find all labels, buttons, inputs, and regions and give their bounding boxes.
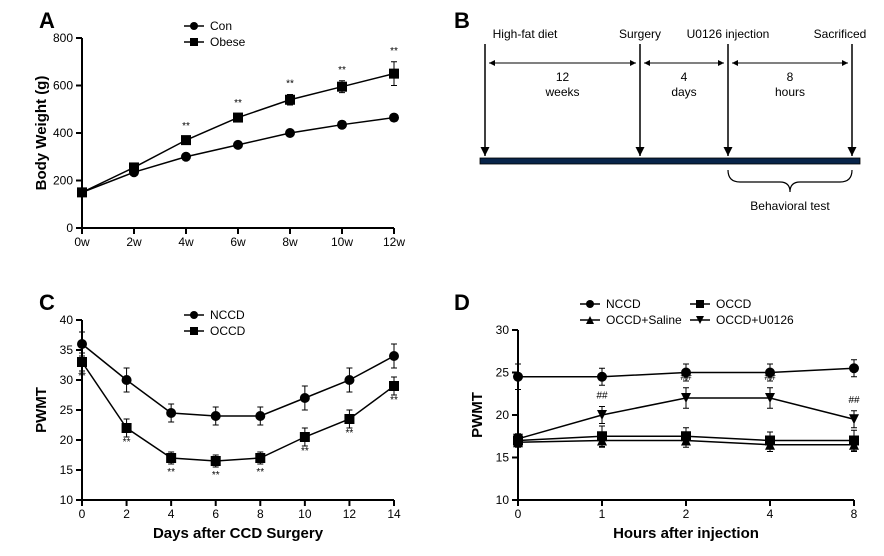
- svg-text:Obese: Obese: [210, 35, 246, 49]
- svg-text:8: 8: [851, 507, 858, 521]
- svg-text:4: 4: [168, 507, 175, 521]
- svg-text:**: **: [212, 470, 220, 481]
- svg-text:10: 10: [60, 493, 74, 507]
- svg-text:Behavioral test: Behavioral test: [750, 199, 830, 213]
- svg-text:20: 20: [60, 433, 74, 447]
- svg-text:6: 6: [212, 507, 219, 521]
- svg-text:30: 30: [60, 373, 74, 387]
- svg-text:**: **: [182, 121, 190, 132]
- svg-text:10w: 10w: [331, 235, 353, 249]
- panel-c-chart: 10 15 20 25 30 35 40 0 2 4 6 8 10 12 14 PWMT Days after …: [14, 290, 434, 550]
- svg-text:**: **: [167, 467, 175, 478]
- figure: A 02004006008000w2w4w6w8w10w12wBody Weig…: [0, 0, 884, 556]
- svg-text:##: ##: [596, 391, 608, 402]
- panel-c-label: C: [39, 290, 55, 316]
- svg-text:0: 0: [79, 507, 86, 521]
- svg-text:**: **: [78, 371, 86, 382]
- svg-text:8: 8: [257, 507, 264, 521]
- svg-text:##: ##: [848, 395, 860, 406]
- svg-text:8: 8: [787, 70, 794, 84]
- svg-text:**: **: [390, 395, 398, 406]
- svg-text:OCCD+Saline: OCCD+Saline: [606, 313, 682, 327]
- svg-text:U0126 injection: U0126 injection: [687, 27, 770, 41]
- svg-text:15: 15: [496, 451, 510, 465]
- svg-text:**: **: [346, 428, 354, 439]
- svg-text:weeks: weeks: [544, 85, 579, 99]
- svg-text:Body Weight (g): Body Weight (g): [33, 76, 50, 191]
- svg-text:4: 4: [681, 70, 688, 84]
- svg-text:2: 2: [683, 507, 690, 521]
- svg-text:12: 12: [343, 507, 357, 521]
- panel-a-chart: 0 200 400 600 800 0w 2w 4w 6w 8w 10w 12w Body Weight…: [14, 8, 434, 268]
- svg-text:8w: 8w: [282, 235, 298, 249]
- svg-text:0: 0: [66, 221, 73, 235]
- svg-text:14: 14: [387, 507, 401, 521]
- svg-text:Days after CCD Surgery: Days after CCD Surgery: [153, 525, 324, 542]
- svg-text:OCCD: OCCD: [716, 297, 752, 311]
- panel-b-timeline: High-fat diet Surgery U0126 injection Sacri…: [460, 8, 874, 228]
- svg-text:Hours after injection: Hours after injection: [613, 525, 759, 542]
- svg-text:NCCD: NCCD: [606, 297, 641, 311]
- svg-text:15: 15: [60, 463, 74, 477]
- svg-text:200: 200: [53, 174, 73, 188]
- svg-text:10: 10: [496, 493, 510, 507]
- svg-text:hours: hours: [775, 85, 805, 99]
- svg-text:Sacrificed: Sacrificed: [814, 27, 867, 41]
- svg-text:Surgery: Surgery: [619, 27, 661, 41]
- panel-b: B High-fat dietSurgeryU0126 injectionSac…: [460, 8, 874, 258]
- svg-text:400: 400: [53, 126, 73, 140]
- svg-text:600: 600: [53, 79, 73, 93]
- panel-d-label: D: [454, 290, 470, 316]
- svg-text:30: 30: [496, 323, 510, 337]
- svg-text:35: 35: [60, 343, 74, 357]
- svg-text:PWMT: PWMT: [469, 392, 486, 438]
- panel-b-label: B: [454, 8, 470, 34]
- svg-text:1: 1: [599, 507, 606, 521]
- svg-text:Con: Con: [210, 19, 232, 33]
- svg-text:0: 0: [515, 507, 522, 521]
- svg-text:**: **: [123, 437, 131, 448]
- panel-d: D 101520253001248PWMTHours after injecti…: [460, 290, 874, 550]
- svg-text:PWMT: PWMT: [33, 387, 50, 433]
- svg-text:days: days: [671, 85, 696, 99]
- svg-text:**: **: [286, 79, 294, 90]
- svg-text:40: 40: [60, 313, 74, 327]
- svg-text:6w: 6w: [230, 235, 246, 249]
- svg-text:20: 20: [496, 408, 510, 422]
- svg-text:0w: 0w: [74, 235, 90, 249]
- svg-text:High-fat diet: High-fat diet: [493, 27, 558, 41]
- svg-text:10: 10: [298, 507, 312, 521]
- svg-text:2w: 2w: [126, 235, 142, 249]
- svg-text:4w: 4w: [178, 235, 194, 249]
- svg-text:25: 25: [496, 366, 510, 380]
- svg-text:25: 25: [60, 403, 74, 417]
- svg-text:800: 800: [53, 31, 73, 45]
- panel-a: A 02004006008000w2w4w6w8w10w12wBody Weig…: [14, 8, 434, 268]
- svg-text:12w: 12w: [383, 235, 405, 249]
- svg-text:##: ##: [764, 372, 776, 383]
- svg-text:OCCD: OCCD: [210, 324, 246, 338]
- svg-text:2: 2: [123, 507, 130, 521]
- svg-text:**: **: [256, 467, 264, 478]
- svg-text:**: **: [390, 46, 398, 57]
- svg-text:NCCD: NCCD: [210, 308, 245, 322]
- svg-text:OCCD+U0126: OCCD+U0126: [716, 313, 794, 327]
- svg-text:**: **: [234, 98, 242, 109]
- panel-d-chart: 10 15 20 25 30 0 1 2 4 8 PWMT Hours after injection…: [460, 290, 874, 550]
- svg-text:**: **: [338, 65, 346, 76]
- svg-text:**: **: [301, 446, 309, 457]
- svg-text:4: 4: [767, 507, 774, 521]
- svg-text:12: 12: [556, 70, 570, 84]
- panel-c: C 10 15 20 25 30 35 40 0 2 4 6 8 10 12 14 PWMT Days afte…: [14, 290, 434, 550]
- svg-text:##: ##: [680, 372, 692, 383]
